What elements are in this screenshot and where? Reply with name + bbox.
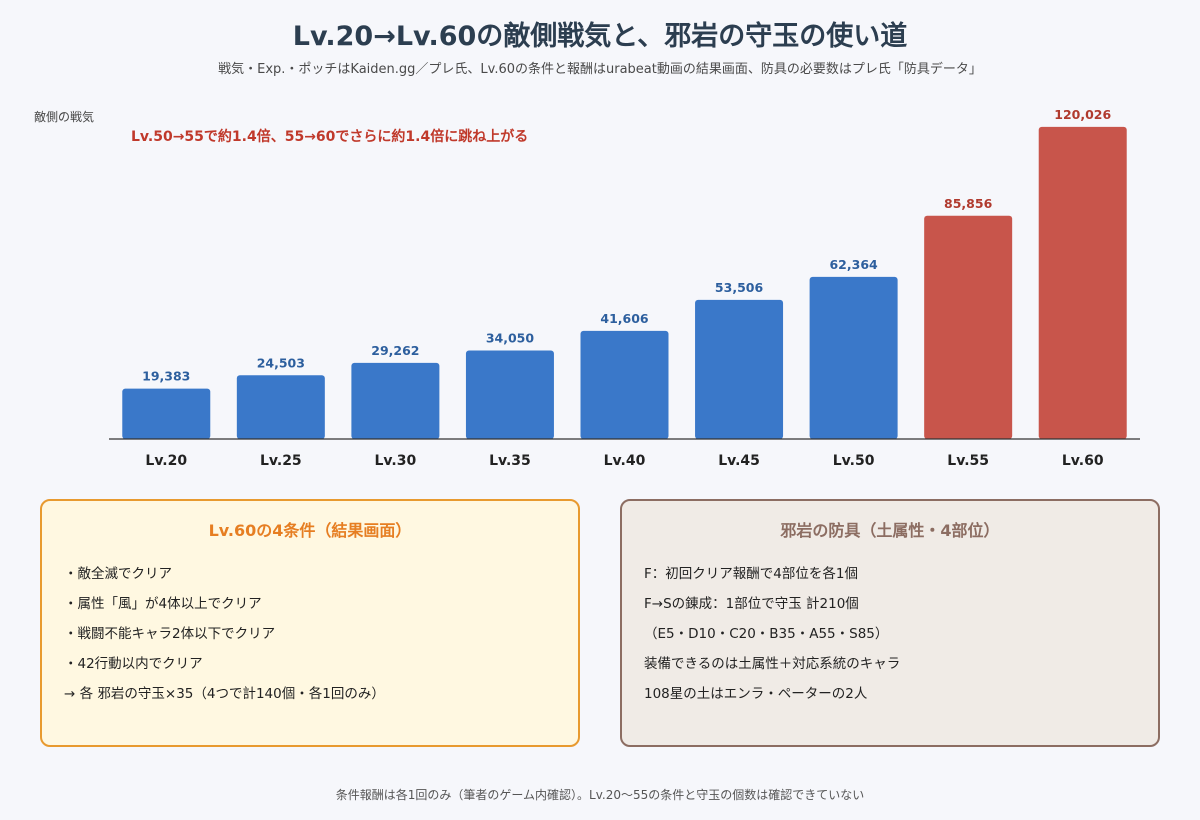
armor-info-list: F：初回クリア報酬で4部位を各1個 F→Sの錬成：1部位で守玉 計210個 （E… — [644, 559, 1136, 709]
x-tick-label: Lv.35 — [489, 453, 531, 469]
armor-info-panel: 邪岩の防具（土属性・4部位） F：初回クリア報酬で4部位を各1個 F→Sの錬成：… — [620, 499, 1160, 747]
x-tick-label: Lv.50 — [833, 453, 875, 469]
bar-lv55 — [924, 215, 1013, 439]
bar-value-label: 19,383 — [142, 369, 190, 384]
list-item: F→Sの錬成：1部位で守玉 計210個 — [644, 596, 859, 612]
bar-lv30 — [351, 362, 440, 439]
bar-lv35 — [465, 350, 554, 439]
bar-value-label: 29,262 — [371, 343, 419, 358]
list-item: 装備できるのは土属性＋対応系統のキャラ — [644, 656, 901, 672]
armor-info-title: 邪岩の防具（土属性・4部位） — [780, 521, 1000, 540]
page-title: Lv.20→Lv.60の敵側戦気と、邪岩の守玉の使い道 — [292, 21, 908, 52]
bar-value-label: 85,856 — [944, 196, 993, 211]
bar-lv25 — [236, 375, 325, 439]
bar-value-label: 24,503 — [257, 355, 305, 370]
bar-lv40 — [580, 330, 669, 439]
x-tick-label: Lv.20 — [145, 453, 187, 469]
lv60-conditions-title: Lv.60の4条件（結果画面） — [208, 521, 412, 540]
list-item: （E5・D10・C20・B35・A55・S85） — [644, 626, 889, 642]
bar-value-label: 53,506 — [715, 280, 764, 295]
bar-chart: 19,383 Lv.20 24,503 Lv.25 29,262 Lv.30 34,050 L… — [109, 107, 1140, 469]
footer-note: 条件報酬は各1回のみ（筆者のゲーム内確認）。Lv.20〜55の条件と守玉の個数は… — [335, 788, 865, 802]
bar-lv45 — [695, 299, 784, 439]
x-tick-label: Lv.25 — [260, 453, 302, 469]
x-tick-label: Lv.40 — [604, 453, 646, 469]
lv60-conditions-list: ・敵全滅でクリア ・属性「風」が4体以上でクリア ・戦闘不能キャラ2体以下でクリ… — [64, 559, 556, 709]
bar-lv60 — [1038, 126, 1127, 439]
list-item: ・戦闘不能キャラ2体以下でクリア — [64, 626, 276, 642]
list-item: ・敵全滅でクリア — [64, 566, 172, 582]
list-item: ・属性「風」が4体以上でクリア — [64, 596, 262, 612]
list-item: 108星の土はエンラ・ペーターの2人 — [644, 686, 868, 702]
bar-lv50 — [809, 276, 898, 439]
list-item: ・42行動以内でクリア — [64, 656, 203, 672]
list-item: F：初回クリア報酬で4部位を各1個 — [644, 566, 858, 582]
y-axis-label: 敵側の戦気 — [34, 110, 95, 124]
x-tick-label: Lv.45 — [718, 453, 760, 469]
page-subtitle: 戦気・Exp.・ポッチはKaiden.gg／プレ氏、Lv.60の条件と報酬はur… — [218, 62, 982, 77]
x-tick-label: Lv.55 — [947, 453, 989, 469]
bar-lv20 — [122, 388, 211, 439]
bar-value-label: 120,026 — [1054, 107, 1111, 122]
bar-value-label: 34,050 — [486, 330, 535, 345]
bar-value-label: 41,606 — [600, 311, 649, 326]
lv60-conditions-panel: Lv.60の4条件（結果画面） ・敵全滅でクリア ・属性「風」が4体以上でクリア… — [40, 499, 580, 747]
chart-annotation: Lv.50→55で約1.4倍、55→60でさらに約1.4倍に跳ね上がる — [131, 129, 529, 145]
list-item: → 各 邪岩の守玉×35（4つで計140個・各1回のみ） — [64, 686, 385, 702]
x-tick-label: Lv.60 — [1062, 453, 1104, 469]
bar-value-label: 62,364 — [829, 257, 878, 272]
x-tick-label: Lv.30 — [375, 453, 417, 469]
